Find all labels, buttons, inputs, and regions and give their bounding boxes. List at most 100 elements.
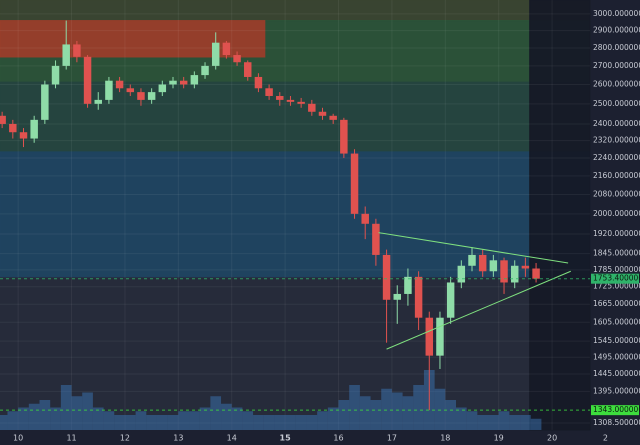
y-tick-label: 2800.000000	[593, 43, 640, 52]
candle-body	[446, 282, 455, 318]
volume-bar	[402, 396, 414, 430]
volume-bar	[359, 396, 371, 430]
volume-bar	[135, 411, 147, 430]
trendline	[378, 232, 569, 264]
x-tick-label: 15	[280, 434, 292, 443]
volume-bar	[92, 407, 104, 430]
candle-body	[105, 80, 113, 100]
candle-body	[425, 317, 434, 356]
candle-body	[329, 115, 337, 120]
zone	[0, 20, 266, 58]
x-tick-label: 18	[440, 434, 450, 443]
y-tick-label: 1725.000000	[593, 282, 640, 291]
volume-bar	[306, 415, 318, 430]
volume-bar	[466, 411, 478, 430]
candle-body	[372, 223, 380, 255]
y-tick-label: 1495.000000	[593, 352, 640, 361]
candle-body	[521, 265, 530, 269]
volume-bar	[327, 407, 339, 430]
volume-bar	[477, 415, 489, 430]
candle-body	[83, 56, 92, 104]
volume-bar	[189, 411, 200, 430]
y-tick-label: 2600.000000	[593, 79, 640, 88]
volume-bar	[50, 407, 61, 430]
volume-bar	[434, 388, 446, 430]
y-tick-label: 2240.000000	[593, 153, 640, 162]
volume-bar	[488, 415, 499, 430]
y-tick-label: 2080.000000	[593, 189, 640, 198]
price-label: 1343.000000	[593, 405, 640, 414]
candle-body	[233, 55, 241, 63]
x-tick-label: 11	[66, 434, 76, 443]
candle-body	[361, 213, 369, 224]
trendline	[386, 270, 571, 350]
candle-body	[265, 88, 273, 96]
volume-bar	[520, 415, 531, 430]
x-tick-label: 19	[494, 434, 504, 443]
y-tick-label: 1395.000000	[593, 386, 640, 395]
candle-body	[211, 42, 220, 66]
y-tick-label: 2320.000000	[593, 136, 640, 145]
y-tick-label: 1605.000000	[593, 317, 640, 326]
y-tick-label: 3000.000000	[593, 9, 640, 18]
candle-body	[350, 153, 359, 214]
y-tick-label: 2700.000000	[593, 61, 640, 70]
volume-bar	[18, 407, 29, 430]
volume-bar	[124, 415, 136, 430]
volume-bar	[445, 400, 456, 430]
volume-bar	[274, 415, 286, 430]
candle-body	[158, 84, 167, 93]
candle-body	[510, 265, 519, 283]
candle-body	[179, 80, 188, 85]
price-label: 1753.400000	[593, 274, 640, 283]
volume-bar	[39, 400, 51, 430]
volume-bar	[317, 411, 328, 430]
candle-body	[201, 65, 209, 76]
y-tick-label: 1445.000000	[593, 369, 640, 378]
candle-body	[30, 119, 38, 139]
candle-body	[297, 101, 305, 104]
volume-bar	[295, 415, 307, 430]
x-tick-label: 20	[547, 434, 557, 443]
candle-body	[137, 92, 145, 100]
volume-bar	[199, 407, 211, 430]
zone	[0, 151, 591, 278]
zone	[0, 0, 591, 22]
candle-body	[244, 62, 252, 77]
volume-bar	[7, 411, 19, 430]
candle-body	[115, 80, 124, 89]
volume-bar	[370, 400, 382, 430]
axis-background	[590, 0, 640, 445]
volume-bar	[242, 411, 254, 430]
candle-body	[62, 44, 70, 66]
volume-bar	[509, 415, 521, 430]
candle-body	[51, 65, 60, 85]
candle-body	[126, 88, 135, 93]
candle-body	[318, 111, 327, 116]
candle-body	[254, 76, 263, 89]
y-tick-label: 1920.000000	[593, 229, 640, 238]
volume-bar	[114, 415, 125, 430]
candle-body	[532, 268, 540, 279]
x-tick-label: 12	[120, 434, 130, 443]
volume-bar	[349, 385, 360, 430]
candle-body	[94, 99, 102, 104]
candle-body	[489, 260, 498, 272]
candle-body	[286, 99, 295, 102]
candle-body	[276, 95, 284, 100]
volume-bar	[156, 415, 168, 430]
volume-bar	[413, 385, 424, 430]
candle-body	[500, 260, 508, 283]
price-label-box	[591, 273, 639, 284]
volume-bar	[71, 396, 83, 430]
candle-body	[222, 42, 231, 56]
volume-bar	[498, 411, 510, 430]
volume-bar	[253, 415, 264, 430]
candle-body	[41, 84, 49, 120]
x-tick-label: 17	[387, 434, 397, 443]
x-tick-label: 2	[603, 434, 608, 443]
y-tick-label: 1308.500000	[593, 418, 640, 427]
y-tick-label: 1785.000000	[593, 265, 640, 274]
